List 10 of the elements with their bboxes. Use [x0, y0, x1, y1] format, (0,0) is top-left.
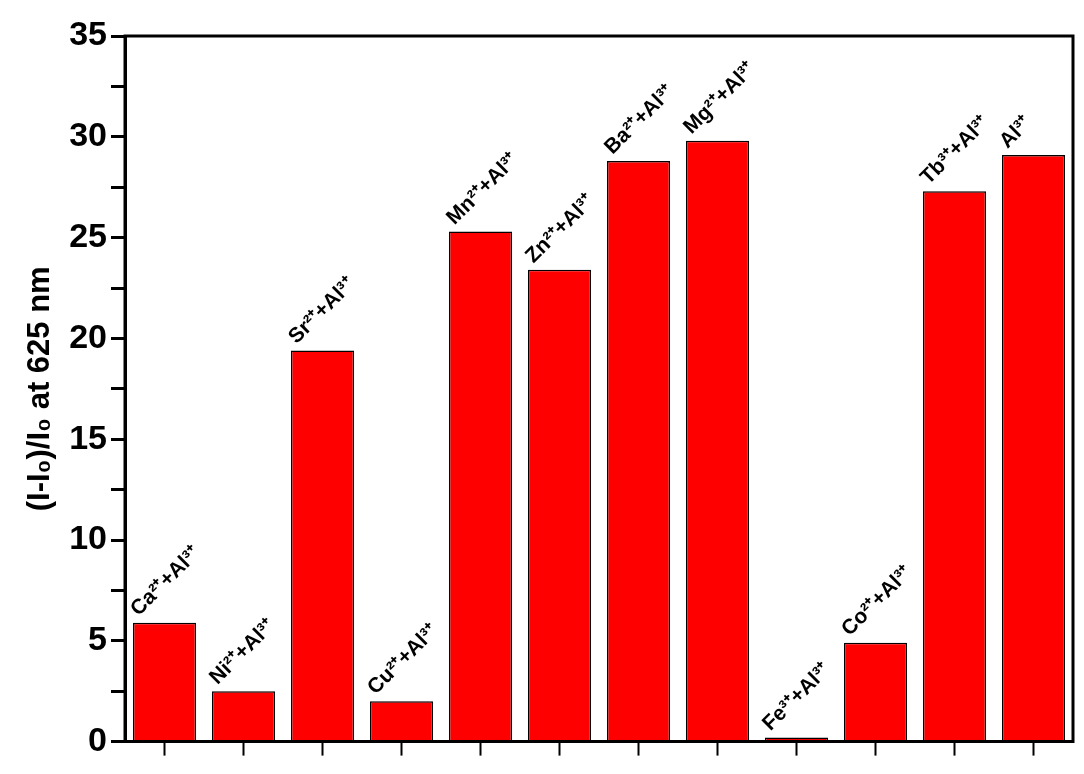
y-tick-label: 15: [69, 417, 108, 456]
y-tick-label: 10: [69, 518, 108, 557]
y-tick-label: 35: [69, 14, 108, 53]
y-tick-label: 5: [88, 619, 108, 658]
y-tick-label: 20: [69, 316, 108, 355]
x-tick-label: Al³⁺: [994, 110, 1036, 152]
y-tick-label: 30: [69, 115, 108, 154]
y-tick-label: 25: [69, 215, 108, 254]
y-axis-title: (I-I₀)/I₀ at 625 nm: [21, 266, 57, 512]
y-tick-label: 0: [88, 719, 108, 758]
